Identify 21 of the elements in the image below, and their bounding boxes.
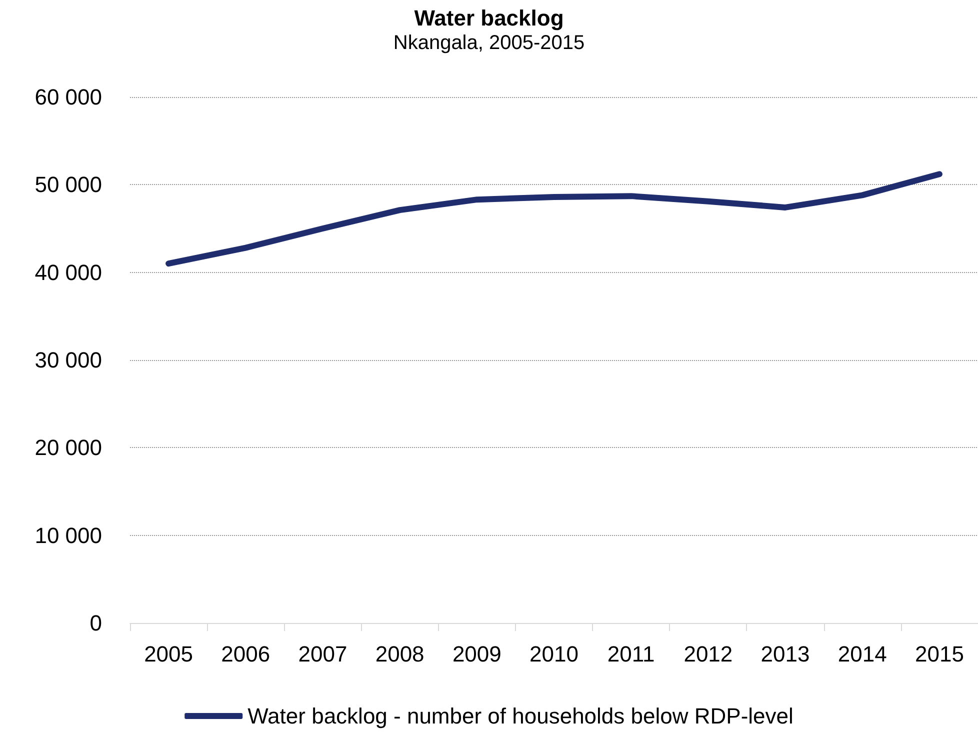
x-tick-label: 2007 bbox=[298, 642, 348, 666]
x-tick-label: 2015 bbox=[914, 642, 964, 666]
y-tick-label: 30 000 bbox=[34, 348, 102, 372]
x-tick-label: 2009 bbox=[452, 642, 502, 666]
x-tick-label: 2006 bbox=[221, 642, 270, 666]
y-tick-label: 0 bbox=[90, 610, 102, 636]
x-tick-label: 2005 bbox=[144, 642, 194, 666]
y-tick-label: 20 000 bbox=[34, 435, 102, 460]
x-tick-label: 2011 bbox=[607, 642, 655, 666]
y-tick-label: 50 000 bbox=[34, 172, 102, 198]
x-tick-label: 2010 bbox=[530, 642, 578, 666]
x-tick-label: 2012 bbox=[684, 642, 733, 666]
chart-subtitle: Nkangala, 2005-2015 bbox=[393, 32, 585, 54]
y-tick-label: 40 000 bbox=[34, 260, 102, 285]
x-tick-label: 2008 bbox=[375, 642, 424, 666]
legend-label: Water backlog - number of households below RDP-level bbox=[248, 704, 794, 728]
x-tick-label: 2013 bbox=[760, 642, 810, 666]
x-tick-label: 2014 bbox=[838, 642, 887, 666]
y-tick-label: 60 000 bbox=[34, 84, 102, 110]
y-tick-label: 10 000 bbox=[34, 522, 102, 548]
chart-title: Water backlog bbox=[414, 6, 564, 30]
